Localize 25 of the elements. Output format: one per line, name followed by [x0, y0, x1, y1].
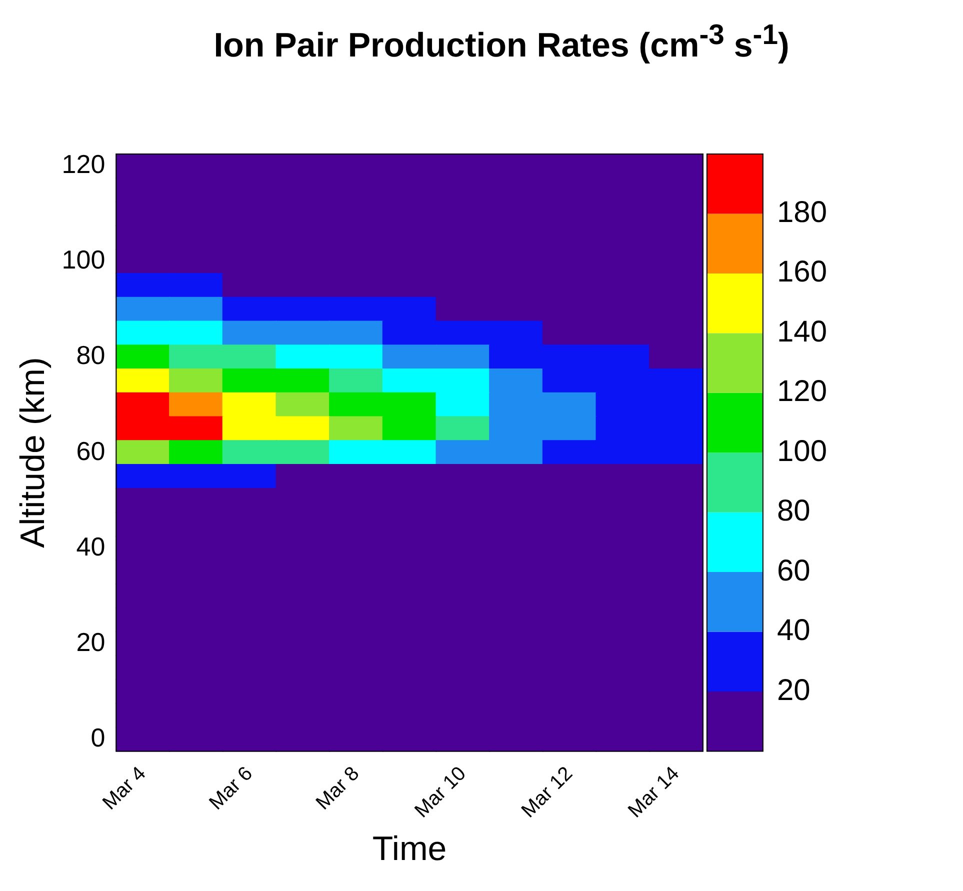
y-tick-label: 60	[76, 436, 106, 466]
color-bar-label: 20	[776, 674, 810, 707]
color-bar-label: 100	[776, 434, 828, 468]
color-bar-label: 140	[776, 315, 828, 348]
y-tick-label: 100	[62, 244, 106, 275]
y-tick-label: 40	[76, 531, 106, 562]
y-tick-label: 0	[90, 722, 106, 752]
x-axis-title: Time	[372, 830, 447, 868]
x-tick-label: Mar 6	[205, 762, 257, 814]
color-bar-label: 160	[776, 256, 828, 289]
x-tick-label: Mar 4	[98, 762, 150, 814]
y-axis-title: Altitude (km)	[14, 357, 52, 548]
y-tick-label: 80	[76, 340, 106, 370]
y-tick-label: 20	[76, 626, 106, 657]
color-bar-label: 120	[776, 375, 828, 408]
color-bar-label: 180	[776, 196, 828, 229]
color-bar-label: 60	[776, 554, 810, 588]
x-tick-label: Mar 14	[624, 762, 684, 822]
color-bar-label: 40	[776, 614, 810, 648]
x-tick-label: Mar 12	[517, 762, 578, 822]
chart-title: Ion Pair Production Rates (cm$^{-3}$ s$^{-1}$)	[212, 18, 790, 66]
y-tick-label: 120	[62, 149, 106, 180]
x-tick-label: Mar 8	[312, 762, 364, 814]
color-bar-label: 80	[776, 494, 810, 528]
x-tick-label: Mar 10	[410, 762, 470, 822]
